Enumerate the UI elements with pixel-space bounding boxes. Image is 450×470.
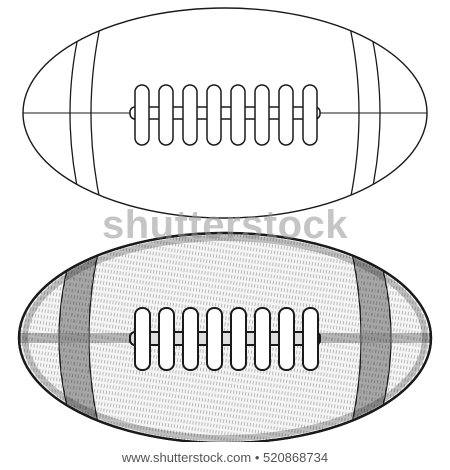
credit-bar xyxy=(0,442,450,470)
football-outline-laces xyxy=(129,84,321,146)
football-outline-drawing xyxy=(22,7,428,219)
football-sketched-drawing xyxy=(17,231,433,445)
football-sketched-laces xyxy=(129,307,321,371)
image-credit: www.shutterstock.com • 520868734 xyxy=(121,450,329,465)
